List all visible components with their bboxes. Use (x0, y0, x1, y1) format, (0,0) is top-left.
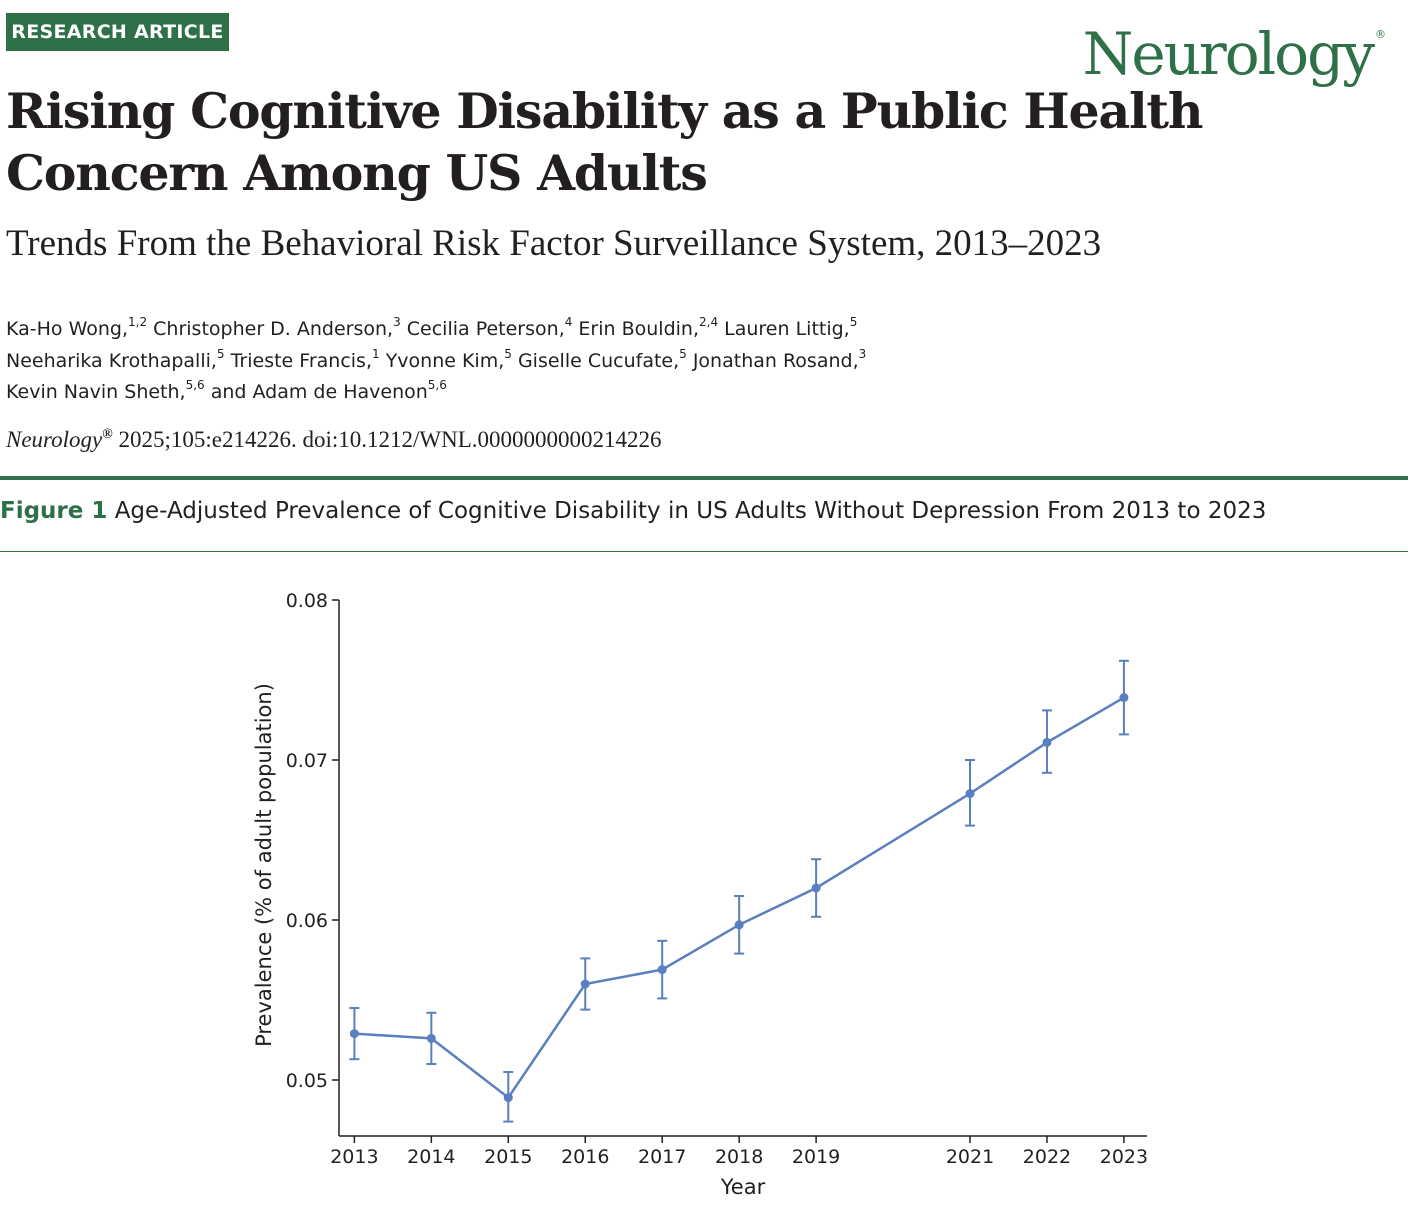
x-tick-label: 2018 (715, 1146, 763, 1168)
x-tick-label: 2019 (792, 1146, 840, 1168)
data-point (349, 1029, 359, 1039)
journal-logo-mark: ® (1375, 28, 1386, 41)
x-tick-label: 2023 (1100, 1146, 1148, 1168)
data-point (1042, 737, 1052, 747)
author: Kevin Navin Sheth,5,6 (6, 378, 205, 403)
figure-caption-text: Age-Adjusted Prevalence of Cognitive Dis… (114, 498, 1267, 524)
data-point (580, 979, 590, 989)
author: Christopher D. Anderson,3 (153, 315, 401, 340)
citation-journal: Neurology (6, 427, 103, 452)
x-tick-label: 2016 (561, 1146, 609, 1168)
author-list: Ka-Ho Wong,1,2 Christopher D. Anderson,3… (6, 314, 1006, 409)
series-line (354, 696, 1125, 1100)
author: and Adam de Havenon5,6 (210, 378, 447, 403)
article-title: Rising Cognitive Disability as a Public … (6, 82, 1203, 202)
y-tick-label: 0.05 (286, 1070, 328, 1092)
citation: Neurology® 2025;105:e214226. doi:10.1212… (6, 427, 662, 453)
x-tick-label: 2021 (946, 1146, 994, 1168)
author: Cecilia Peterson,4 (406, 315, 573, 340)
article-subtitle: Trends From the Behavioral Risk Factor S… (6, 223, 1102, 264)
citation-mark: ® (102, 427, 113, 442)
data-point (1119, 693, 1129, 703)
figure-caption: Figure 1 Age-Adjusted Prevalence of Cogn… (0, 498, 1266, 524)
article-type-badge: RESEARCH ARTICLE (6, 13, 229, 51)
x-tick-label: 2015 (484, 1146, 532, 1168)
author: Neeharika Krothapalli,5 (6, 346, 225, 372)
data-point (811, 883, 821, 893)
x-axis-label: Year (720, 1175, 766, 1199)
y-tick-label: 0.07 (286, 750, 328, 772)
figure-label: Figure 1 (0, 498, 108, 524)
section-divider (0, 476, 1408, 480)
series-layer (349, 659, 1129, 1123)
data-point (657, 965, 667, 975)
author: Ka-Ho Wong,1,2 (6, 315, 148, 340)
author: Trieste Francis,1 (230, 346, 380, 372)
data-point (503, 1093, 513, 1103)
author: Yvonne Kim,5 (385, 346, 512, 372)
author: Jonathan Rosand,3 (692, 346, 867, 372)
x-tick-label: 2013 (330, 1146, 378, 1168)
journal-logo: Neurology ® (1083, 0, 1386, 89)
author: Lauren Littig,5 (724, 315, 858, 340)
x-tick-label: 2014 (407, 1146, 455, 1168)
caption-divider (0, 551, 1408, 552)
prevalence-line-chart: 0.05 0.06 0.07 0.08 2013 2014 2015 2016 2017 2018… (252, 590, 1148, 1199)
y-tick-label: 0.08 (286, 590, 328, 612)
data-point (734, 920, 744, 930)
y-axis-label: Prevalence (% of adult population) (252, 683, 276, 1047)
x-tick-label: 2022 (1023, 1146, 1071, 1168)
author: Giselle Cucufate,5 (517, 346, 687, 372)
axes: 0.05 0.06 0.07 0.08 2013 2014 2015 2016 2017 2018… (286, 590, 1148, 1168)
author: Erin Bouldin,2,4 (578, 315, 719, 340)
citation-details[interactable]: 2025;105:e214226. doi:10.1212/WNL.000000… (118, 427, 662, 452)
data-point (965, 789, 975, 799)
x-tick-label: 2017 (638, 1146, 686, 1168)
journal-logo-text: Neurology (1082, 20, 1375, 88)
y-tick-label: 0.06 (286, 910, 328, 932)
data-point (426, 1033, 436, 1043)
